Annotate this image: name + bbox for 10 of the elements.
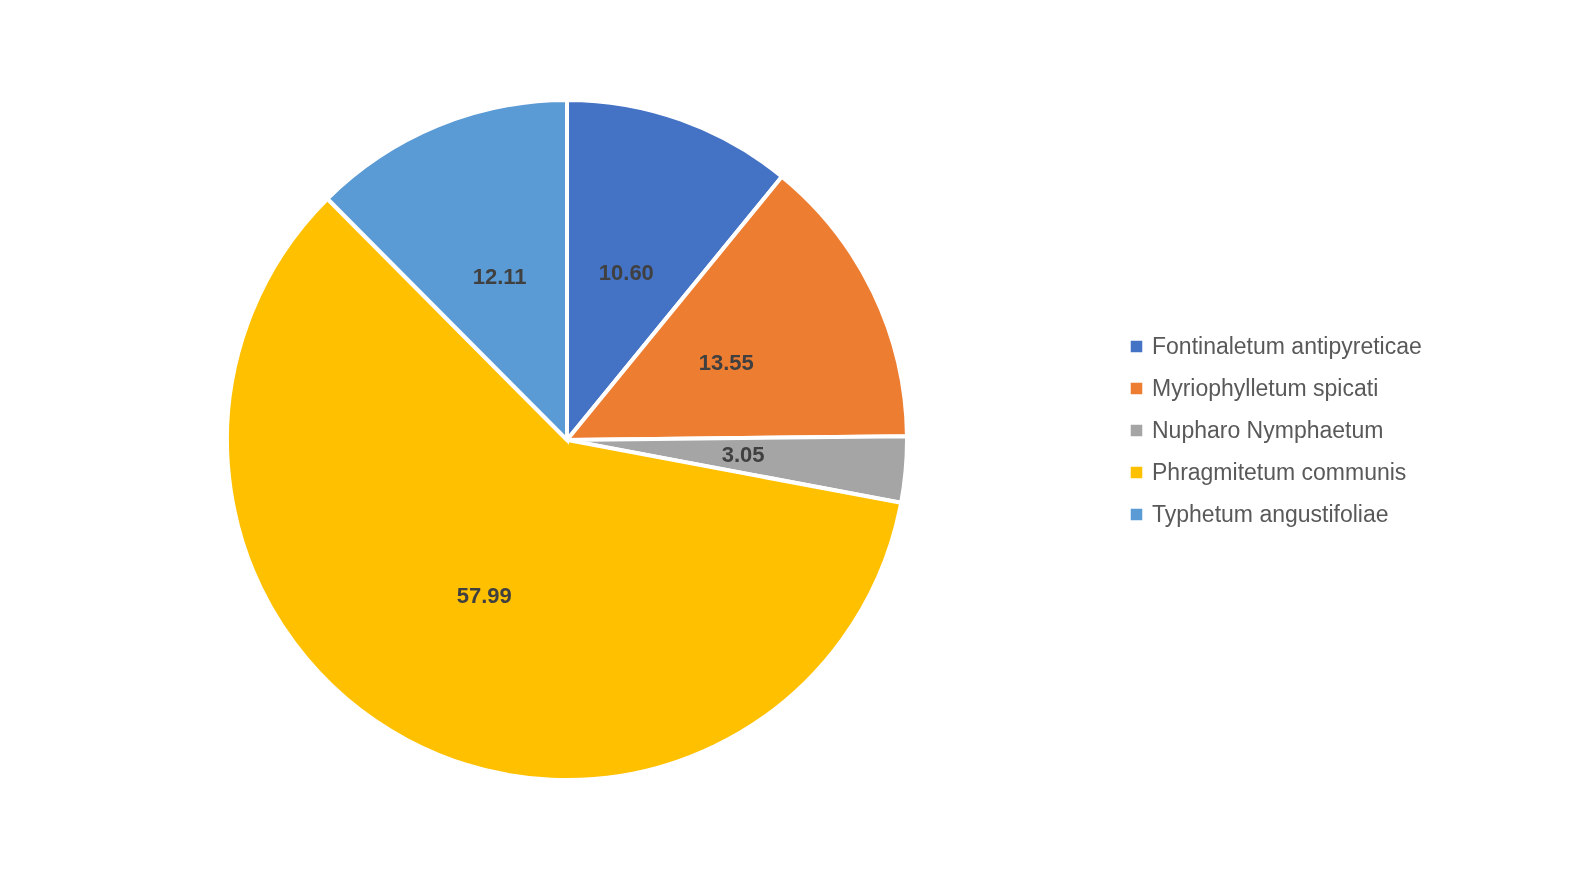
legend-label: Nupharo Nymphaetum — [1152, 416, 1384, 443]
data-label: 12.11 — [472, 263, 527, 289]
legend-label: Phragmitetum communis — [1152, 458, 1407, 485]
legend-label: Typhetum angustifoliae — [1152, 500, 1389, 527]
legend-label: Myriophylletum spicati — [1152, 374, 1379, 401]
legend-label: Fontinaletum antipyreticae — [1152, 332, 1422, 359]
data-label: 13.55 — [698, 350, 754, 376]
data-label: 10.60 — [598, 260, 654, 286]
data-label: 3.05 — [721, 442, 765, 468]
data-label: 57.99 — [456, 583, 512, 609]
